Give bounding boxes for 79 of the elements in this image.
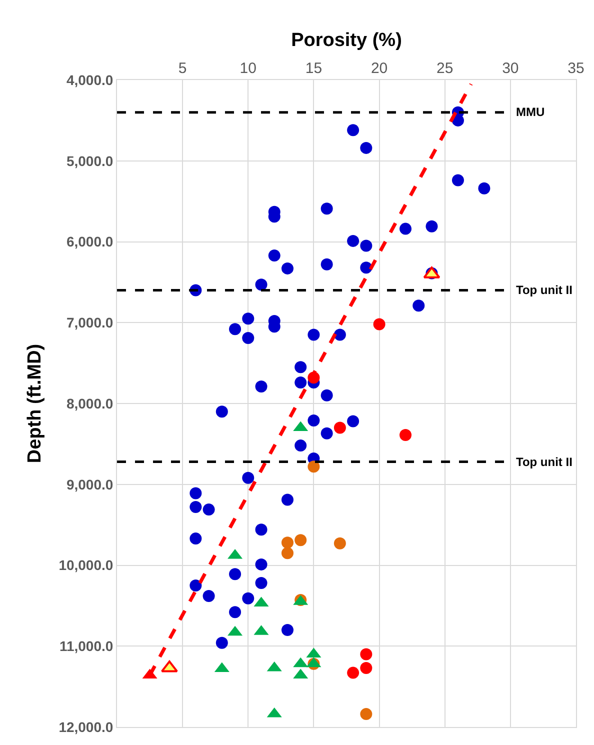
point <box>308 414 320 426</box>
point <box>281 494 294 506</box>
point <box>281 547 294 560</box>
point <box>190 487 202 500</box>
x-tick-label: 35 <box>568 60 584 77</box>
point <box>255 524 268 536</box>
y-tick-label: 12,000.0 <box>58 718 114 735</box>
point <box>426 220 438 232</box>
point <box>294 361 307 374</box>
point <box>190 501 202 514</box>
point <box>360 240 372 252</box>
point <box>334 537 346 550</box>
point <box>281 262 294 274</box>
point <box>294 440 307 452</box>
y-tick-label: 9,000.0 <box>66 476 114 492</box>
point <box>320 202 333 215</box>
point <box>308 328 320 341</box>
point <box>347 124 360 136</box>
point <box>229 606 242 618</box>
y-tick-label: 11,000.0 <box>59 638 114 654</box>
y-tick-label: 4,000.0 <box>66 72 114 88</box>
point <box>400 429 412 442</box>
point <box>320 389 333 402</box>
point <box>255 278 268 291</box>
x-axis-title: Porosity (%) <box>291 30 402 51</box>
point <box>308 460 320 473</box>
point <box>360 142 372 154</box>
point <box>216 406 228 418</box>
y-tick-label: 8,000.0 <box>66 395 114 412</box>
point <box>320 258 333 270</box>
y-tick-label: 5,000.0 <box>66 152 114 169</box>
point <box>294 376 307 388</box>
point <box>255 577 268 590</box>
point <box>320 427 333 440</box>
point <box>347 234 360 247</box>
point <box>334 328 346 341</box>
point <box>281 624 294 636</box>
ref-line-label: Top unit II <box>516 455 572 469</box>
point <box>268 250 280 262</box>
point <box>347 666 360 679</box>
point <box>242 332 254 344</box>
x-tick-label: 15 <box>305 60 322 77</box>
point <box>229 323 242 336</box>
point <box>216 636 228 649</box>
x-tick-label: 30 <box>502 60 519 77</box>
y-tick-label: 7,000.0 <box>66 314 114 331</box>
ref-line-label: MMU <box>516 105 545 119</box>
point <box>400 222 412 235</box>
point <box>242 592 254 604</box>
point <box>360 708 372 720</box>
point <box>229 568 242 580</box>
point <box>294 534 307 546</box>
point <box>255 380 268 393</box>
x-tick-label: 10 <box>240 60 256 77</box>
point <box>281 536 294 549</box>
point <box>360 648 372 660</box>
ref-line-label: Top unit II <box>516 283 572 297</box>
point <box>347 415 360 428</box>
x-tick-label: 5 <box>178 60 187 77</box>
y-axis-title: Depth (ft.MD) <box>24 344 46 464</box>
point <box>160 660 178 672</box>
y-tick-label: 6,000.0 <box>66 234 114 250</box>
point <box>242 472 254 484</box>
x-tick-label: 20 <box>370 60 388 77</box>
point <box>255 558 268 570</box>
point <box>190 532 202 545</box>
point <box>242 312 254 325</box>
x-tick-label: 25 <box>436 60 454 77</box>
point <box>478 182 490 194</box>
point <box>412 300 425 312</box>
point <box>334 422 346 434</box>
point <box>190 579 202 592</box>
y-tick-label: 10,000.0 <box>58 557 114 574</box>
point <box>373 318 386 330</box>
point <box>452 174 464 186</box>
point <box>360 262 372 274</box>
point <box>202 503 215 516</box>
point <box>202 590 215 602</box>
point <box>360 662 372 674</box>
